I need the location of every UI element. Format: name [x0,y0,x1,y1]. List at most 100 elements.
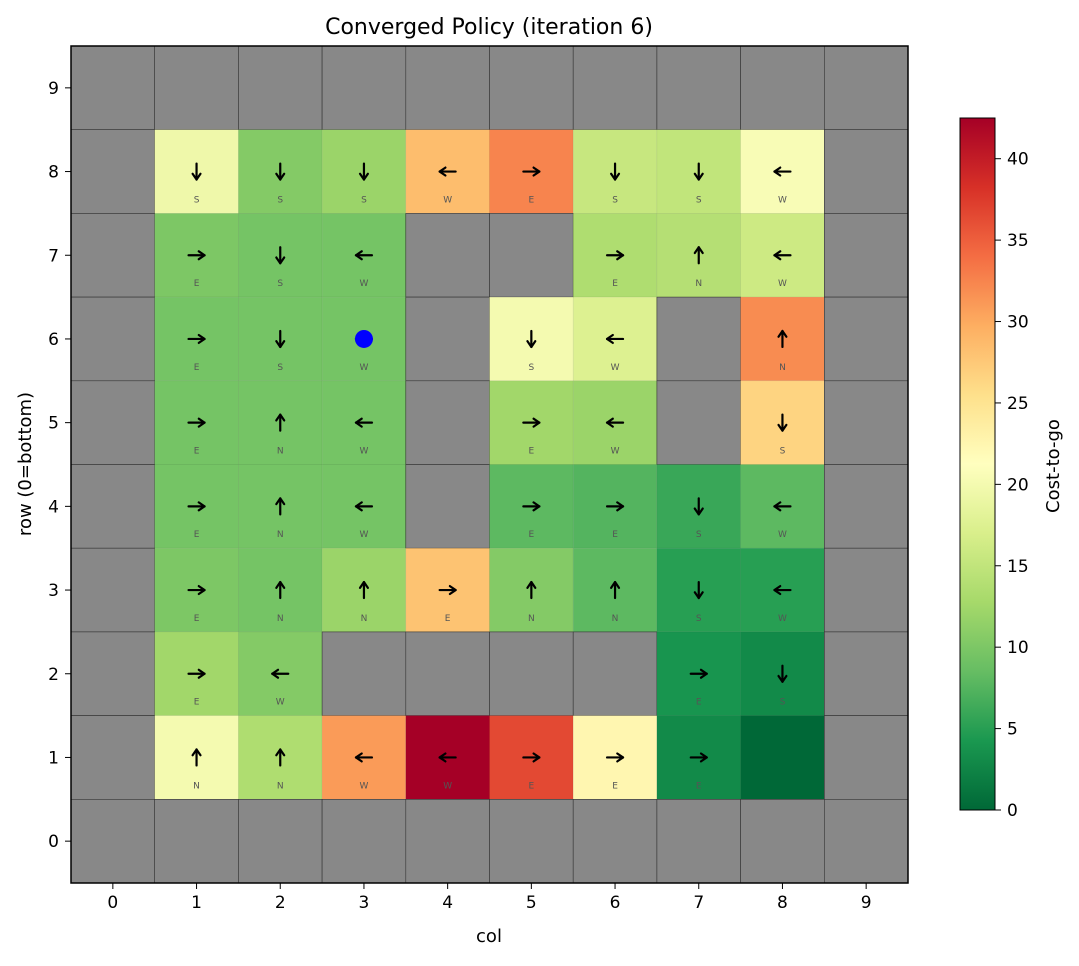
policy-arrow-r7-c2 [275,246,286,265]
wall-cell-r2-c5 [489,631,574,716]
wall-cell-r4-c4 [405,464,490,549]
action-label-r3-c1: E [194,614,200,624]
wall-cell-r6-c0 [70,296,155,382]
wall-cell-r4-c9 [823,464,909,549]
action-label-r8-c7: S [696,195,702,205]
y-tick-label: 7 [48,246,59,266]
policy-arrow-r2-c1 [187,668,206,679]
action-label-r5-c5: E [529,447,535,457]
heatmap-cells [70,45,909,884]
policy-arrow-r5-c1 [187,417,206,428]
wall-cell-r9-c9 [823,45,909,130]
action-label-r6-c6: W [611,363,620,373]
colorbar-tick-label: 40 [1007,150,1029,170]
wall-cell-r1-c9 [823,715,909,800]
y-tick-label: 2 [48,665,59,685]
x-tick-label: 2 [275,893,286,913]
policy-arrow-r5-c2 [275,413,286,432]
value-cell-r8-c3 [321,129,407,214]
policy-arrow-r3-c3 [358,580,370,600]
policy-arrow-r4-c1 [187,501,206,512]
action-label-r1-c4: W [443,781,452,791]
wall-cell-r9-c0 [70,45,155,130]
x-tick-label: 9 [861,893,872,913]
action-label-r3-c3: N [361,614,368,624]
action-label-r4-c2: N [277,530,284,540]
action-label-r4-c8: W [778,530,787,540]
action-label-r8-c8: W [778,195,787,205]
policy-arrow-r6-c8 [777,329,788,349]
action-label-r4-c6: E [612,530,618,540]
policy-arrow-r3-c5 [526,580,537,600]
wall-cell-r7-c4 [405,213,490,298]
y-tick-label: 4 [48,497,59,517]
wall-cell-r0-c2 [238,798,323,884]
x-tick-label: 8 [777,893,788,913]
wall-cell-r0-c3 [321,798,407,884]
wall-cell-r0-c0 [70,798,155,884]
action-label-r6-c1: E [194,363,200,373]
wall-cell-r0-c4 [405,798,490,884]
action-label-r5-c1: E [194,447,200,457]
action-label-r4-c3: W [359,530,368,540]
x-tick-label: 4 [442,893,453,913]
colorbar-tick-label: 0 [1007,801,1018,821]
policy-arrow-r8-c5 [522,166,541,177]
policy-arrow-r6-c6 [605,333,625,345]
policy-arrow-r3-c7 [693,580,704,600]
wall-cell-r3-c9 [823,547,909,633]
policy-arrow-r7-c7 [693,246,704,265]
policy-arrow-r6-c1 [187,333,206,345]
policy-arrow-r8-c4 [438,166,457,177]
policy-arrow-r4-c2 [275,497,286,516]
policy-arrow-r1-c2 [275,748,286,767]
wall-cell-r2-c4 [405,631,490,716]
wall-cell-r2-c9 [823,631,909,716]
action-label-r3-c5: N [528,614,535,624]
action-label-r7-c1: E [194,279,200,289]
policy-arrow-r4-c8 [773,501,792,512]
wall-cell-r8-c9 [823,129,909,214]
colorbar [959,117,996,811]
policy-arrow-r7-c1 [187,250,206,261]
y-tick-label: 3 [48,581,59,601]
wall-cell-r0-c9 [823,798,909,884]
colorbar-label: Cost-to-go [1043,419,1064,513]
policy-arrow-r8-c6 [609,162,621,181]
wall-cell-r9-c5 [489,45,574,130]
action-label-r6-c5: S [528,363,534,373]
action-label-r8-c4: W [443,195,452,205]
action-label-r6-c3: W [359,363,368,373]
x-tick-label: 6 [610,893,621,913]
wall-cell-r7-c9 [823,213,909,298]
x-axis-label: col [476,926,502,947]
action-label-r1-c2: N [277,781,284,791]
action-label-r8-c2: S [277,195,283,205]
wall-cell-r2-c3 [321,631,407,716]
action-label-r7-c8: W [778,279,787,289]
policy-arrow-r6-c2 [275,329,286,349]
action-label-r5-c8: S [780,447,786,457]
wall-cell-r9-c4 [405,45,490,130]
action-label-r8-c3: S [361,195,367,205]
policy-arrow-r4-c7 [693,497,704,516]
wall-cell-r0-c5 [489,798,574,884]
policy-arrow-r7-c8 [773,250,792,261]
action-label-r7-c3: W [359,279,368,289]
action-label-r3-c8: W [778,614,787,624]
policy-arrow-r1-c7 [689,752,708,763]
wall-cell-r5-c9 [823,380,909,465]
wall-cell-r6-c7 [656,296,741,382]
action-label-r1-c3: W [359,781,368,791]
action-label-r7-c2: S [277,279,283,289]
wall-cell-r6-c9 [823,296,909,382]
colorbar-tick-label: 15 [1007,557,1029,577]
action-label-r1-c7: E [696,781,702,791]
policy-arrow-r8-c7 [693,162,704,181]
policy-arrow-r3-c1 [187,584,206,596]
policy-arrow-r1-c3 [354,752,374,763]
x-tick-label: 1 [191,893,202,913]
y-axis-ticks: 0 1 2 3 4 5 6 7 8 9 [48,79,71,852]
colorbar-tick-label: 10 [1007,638,1029,658]
